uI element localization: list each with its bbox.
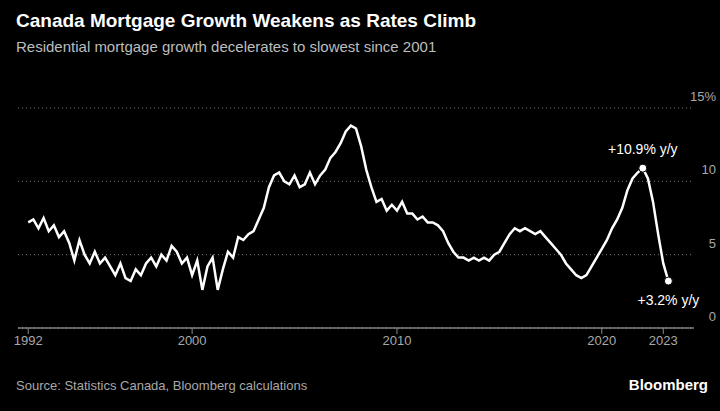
svg-text:2020: 2020 bbox=[587, 333, 616, 348]
html-text:Canada Mortgage Growth Weakens: Canada Mortgage Growth Weakens as Rates … bbox=[16, 10, 476, 31]
svg-text:10: 10 bbox=[702, 162, 712, 177]
svg-text:2010: 2010 bbox=[383, 333, 412, 348]
html-text:Bloomberg: Bloomberg bbox=[628, 376, 708, 393]
svg-text:1992: 1992 bbox=[14, 333, 43, 348]
svg-text:5: 5 bbox=[709, 236, 712, 251]
svg-text:15%: 15% bbox=[690, 89, 712, 104]
svg-text:2000: 2000 bbox=[178, 333, 207, 348]
html-text:Residential mortgage growth de: Residential mortgage growth decelerates … bbox=[16, 38, 437, 55]
svg-text:2023: 2023 bbox=[649, 333, 678, 348]
html-text:Source: Statistics Canada, Blo: Source: Statistics Canada, Bloomberg cal… bbox=[16, 378, 308, 393]
svg-text:0: 0 bbox=[709, 309, 712, 324]
svg-text:+10.9% y/y: +10.9% y/y bbox=[608, 141, 678, 157]
svg-text:+3.2% y/y: +3.2% y/y bbox=[637, 292, 699, 308]
